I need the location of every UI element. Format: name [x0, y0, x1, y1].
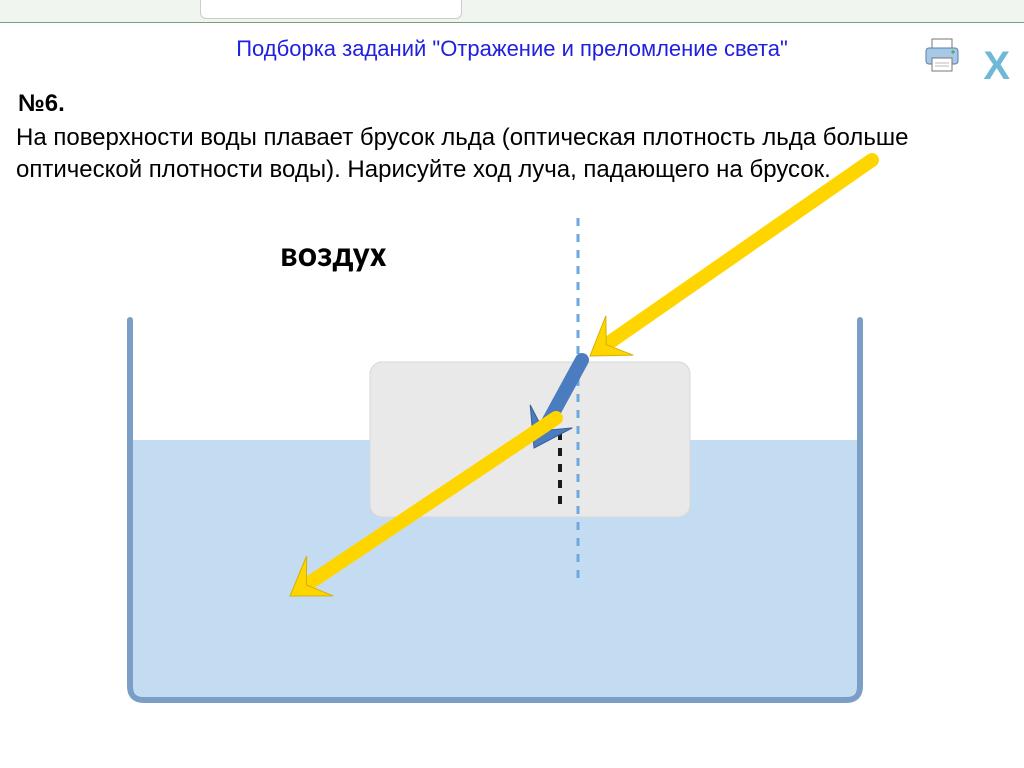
refracted-in-ice	[543, 360, 582, 432]
label-ice: лед	[408, 378, 456, 415]
incident-ray	[605, 160, 872, 346]
browser-tab-hint	[200, 0, 462, 19]
refraction-diagram	[0, 0, 1024, 768]
close-button[interactable]: X	[983, 44, 1010, 89]
problem-number: №6.	[18, 90, 65, 118]
page-title: Подборка заданий "Отражение и преломлени…	[0, 36, 1024, 62]
top-strip	[0, 0, 1024, 23]
print-icon[interactable]	[922, 38, 962, 74]
problem-text: На поверхности воды плавает брусок льда …	[16, 122, 916, 187]
label-air: воздух	[280, 232, 386, 276]
refracted-in-water	[305, 418, 556, 586]
label-water: вода	[538, 576, 618, 622]
